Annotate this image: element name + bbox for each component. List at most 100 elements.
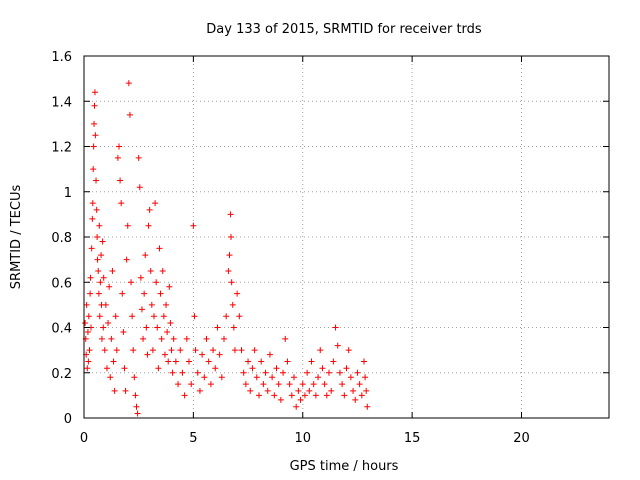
data-point bbox=[319, 365, 326, 372]
data-point bbox=[124, 222, 131, 229]
data-point bbox=[144, 351, 151, 358]
data-point bbox=[82, 319, 89, 326]
data-point bbox=[117, 177, 124, 184]
data-point bbox=[132, 392, 139, 399]
data-point bbox=[223, 313, 230, 320]
data-point bbox=[97, 279, 104, 286]
data-point bbox=[234, 290, 241, 297]
data-point bbox=[83, 301, 90, 308]
data-point bbox=[336, 369, 343, 376]
data-point bbox=[299, 381, 306, 388]
chart-title: Day 133 of 2015, SRMTID for receiver trd… bbox=[206, 22, 482, 37]
data-point bbox=[343, 365, 350, 372]
data-point bbox=[85, 313, 92, 320]
data-point bbox=[138, 306, 145, 313]
data-point bbox=[131, 374, 138, 381]
data-point bbox=[181, 392, 188, 399]
x-axis-label: GPS time / hours bbox=[290, 459, 399, 474]
data-point bbox=[332, 324, 339, 331]
data-point bbox=[143, 324, 150, 331]
data-point bbox=[260, 381, 267, 388]
data-point bbox=[86, 347, 93, 354]
data-point bbox=[179, 369, 186, 376]
data-point bbox=[293, 403, 300, 410]
data-point bbox=[168, 347, 175, 354]
data-point bbox=[164, 329, 171, 336]
data-point bbox=[152, 200, 159, 207]
data-point bbox=[110, 358, 117, 365]
data-point bbox=[140, 335, 147, 342]
y-axis-label: SRMTID / TECUs bbox=[9, 185, 24, 290]
data-point bbox=[341, 392, 348, 399]
data-point bbox=[91, 102, 98, 109]
data-point bbox=[238, 347, 245, 354]
data-point bbox=[280, 369, 287, 376]
data-point bbox=[228, 234, 234, 240]
data-point bbox=[225, 267, 232, 274]
data-point bbox=[154, 324, 161, 331]
y-tick-label: 0.4 bbox=[51, 322, 72, 337]
data-point bbox=[129, 313, 136, 320]
data-point bbox=[188, 381, 195, 388]
data-point bbox=[203, 335, 210, 342]
data-point bbox=[100, 274, 107, 281]
data-point bbox=[207, 381, 214, 388]
y-tick-labels: 0 0.2 0.4 0.6 0.8 1 1.2 1.4 1.6 bbox=[51, 50, 72, 427]
data-point bbox=[361, 358, 367, 365]
data-point bbox=[364, 403, 371, 410]
data-point bbox=[156, 245, 163, 252]
data-point bbox=[317, 347, 324, 354]
data-point bbox=[249, 365, 256, 372]
data-point bbox=[157, 290, 164, 297]
data-point bbox=[96, 222, 103, 229]
data-point bbox=[85, 358, 92, 365]
data-point bbox=[133, 403, 140, 410]
data-point bbox=[155, 365, 162, 372]
y-tick-label: 0.2 bbox=[51, 367, 72, 382]
data-point bbox=[94, 256, 101, 263]
data-point bbox=[221, 335, 227, 342]
data-point bbox=[160, 313, 167, 320]
data-point bbox=[192, 347, 199, 354]
data-point bbox=[100, 324, 107, 331]
data-point bbox=[165, 358, 172, 365]
data-point bbox=[105, 319, 112, 326]
data-point bbox=[96, 313, 103, 320]
data-point bbox=[273, 365, 280, 372]
data-point bbox=[334, 342, 341, 349]
data-point bbox=[269, 374, 276, 381]
data-point bbox=[186, 358, 192, 365]
data-points bbox=[82, 80, 371, 417]
data-point bbox=[87, 274, 94, 281]
y-tick-label: 0.8 bbox=[51, 231, 72, 246]
data-point bbox=[286, 381, 293, 388]
data-point bbox=[240, 369, 247, 376]
data-point bbox=[153, 279, 160, 286]
data-point bbox=[92, 132, 99, 139]
data-point bbox=[253, 374, 260, 381]
data-point bbox=[99, 238, 106, 245]
data-point bbox=[167, 319, 174, 326]
data-point bbox=[231, 347, 238, 354]
data-point bbox=[108, 335, 115, 342]
data-point bbox=[284, 358, 291, 365]
data-point bbox=[210, 347, 217, 354]
data-point bbox=[91, 120, 98, 127]
data-point bbox=[128, 279, 135, 286]
data-point bbox=[146, 206, 153, 213]
data-point bbox=[118, 200, 125, 207]
data-point bbox=[347, 374, 354, 381]
tick-marks bbox=[83, 55, 609, 419]
data-point bbox=[301, 392, 308, 399]
data-point bbox=[158, 335, 165, 342]
data-point bbox=[89, 200, 96, 207]
data-point bbox=[166, 283, 173, 290]
data-point bbox=[90, 166, 97, 173]
data-point bbox=[214, 324, 221, 331]
data-point bbox=[95, 290, 102, 297]
data-point bbox=[304, 369, 311, 376]
data-point bbox=[135, 154, 142, 161]
data-point bbox=[109, 267, 116, 274]
data-point bbox=[145, 222, 152, 229]
data-point bbox=[190, 222, 197, 229]
